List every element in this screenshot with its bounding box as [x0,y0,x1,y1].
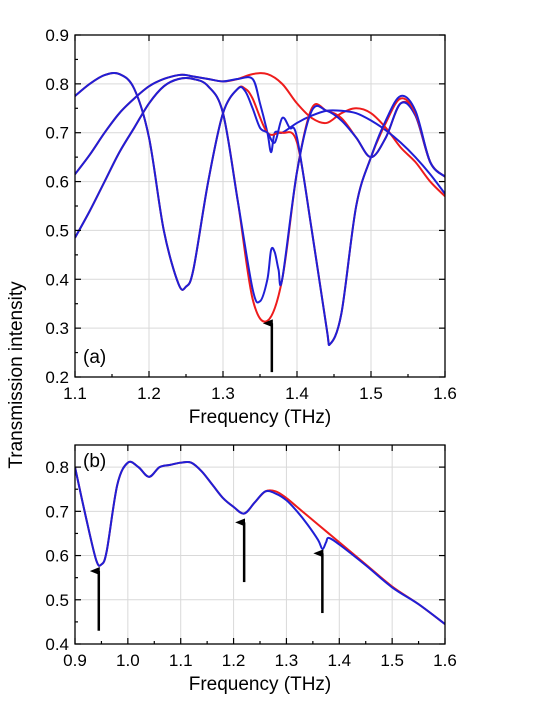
panel-a: 1.1 1.2 1.3 1.4 1.5 1.6 0.2 0.3 0.4 0.5 0.6 0.7 0.8 0… [45,26,456,428]
panel-b-label: (b) [83,451,106,472]
panel-a-ticks: 1.1 1.2 1.3 1.4 1.5 1.6 0.2 0.3 0.4 0.5 0.6 0.7 0.8 0… [45,26,456,403]
y-tick-label: 0.5 [45,591,69,610]
y-tick-label: 0.4 [45,270,69,289]
y-axis-label: Transmission intensity [6,281,27,469]
panel-a-series [75,71,445,347]
x-tick-label: 1.1 [63,384,87,403]
panel-b: 0.9 1.0 1.1 1.2 1.3 1.4 1.5 1.60.40.50.60.70.8 … [45,444,457,695]
x-tick-label: 1.6 [433,651,457,670]
panel-b-x-axis-label: Frequency (THz) [189,674,332,695]
panel-a-grid [74,34,446,378]
y-tick-label: 0.8 [45,458,69,477]
y-tick-label: 0.2 [45,368,69,387]
y-tick-label: 0.6 [45,173,69,192]
panel-a-label: (a) [83,347,106,368]
y-tick-label: 0.5 [45,221,69,240]
x-tick-label: 1.2 [137,384,161,403]
x-tick-label: 1.0 [116,651,140,670]
y-tick-label: 0.7 [45,502,69,521]
panel-b-series [75,460,445,625]
panel-a-x-axis-label: Frequency (THz) [189,407,332,428]
panel-b-ticks: 0.9 1.0 1.1 1.2 1.3 1.4 1.5 1.6 0.4 0.5 0.6 0.7 0.8 [45,445,457,670]
x-tick-label: 1.6 [433,384,457,403]
series-blue-5 [75,71,445,347]
y-tick-label: 0.8 [45,75,69,94]
y-tick-label: 0.7 [45,124,69,143]
x-tick-label: 1.5 [359,384,383,403]
panel-b-frame [74,444,446,645]
x-tick-label: 1.3 [211,384,235,403]
panel-a-frame [74,34,446,378]
panel-b-arrows [89,518,324,631]
y-tick-label: 0.6 [45,547,69,566]
y-tick-label: 0.3 [45,319,69,338]
series-blue-1 [75,460,445,625]
x-tick-label: 1.4 [285,384,309,403]
y-tick-label: 0.4 [45,635,69,654]
x-tick-label: 1.1 [169,651,193,670]
panel-b-grid [74,445,446,645]
x-tick-label: 0.9 [63,651,87,670]
x-tick-label: 1.4 [327,651,351,670]
series-blue-1 [75,73,445,195]
x-tick-label: 1.2 [222,651,246,670]
y-tick-label: 0.9 [45,26,69,45]
x-tick-label: 1.5 [380,651,404,670]
x-tick-label: 1.3 [275,651,299,670]
